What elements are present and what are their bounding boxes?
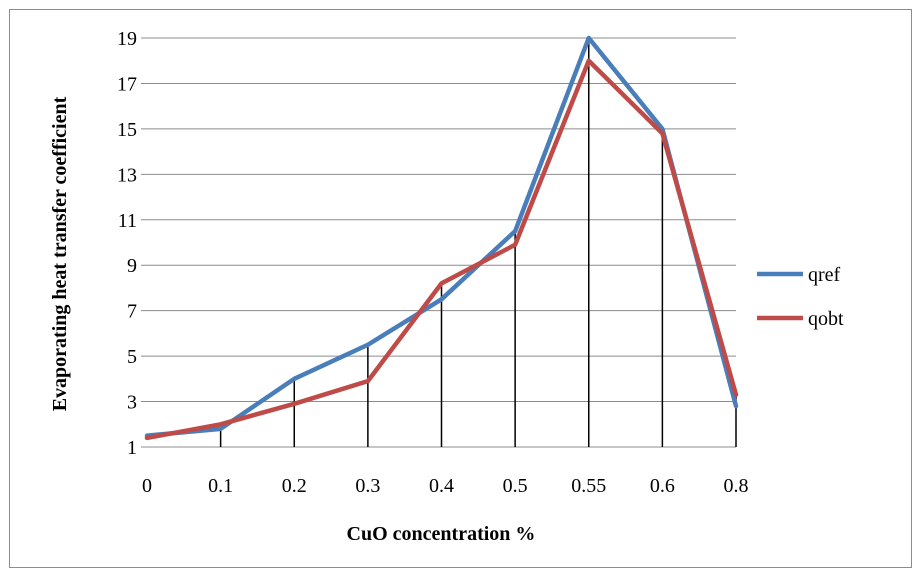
x-tick-label: 0.4 bbox=[429, 475, 454, 497]
y-axis-title: Evaporating heat transfer coefficient bbox=[49, 96, 71, 411]
x-tick-label: 0.6 bbox=[650, 475, 675, 497]
x-tick-labels: 0 0.1 0.2 0.3 0.4 0.5 0.55 0.6 0.8 bbox=[142, 475, 749, 497]
y-tick-label: 9 bbox=[127, 255, 137, 277]
chart-area bbox=[9, 9, 912, 568]
y-tick-label: 3 bbox=[127, 392, 137, 414]
y-tick-label: 5 bbox=[127, 346, 137, 368]
legend-label-qobt: qobt bbox=[808, 308, 844, 330]
y-tick-label: 7 bbox=[127, 301, 137, 323]
x-tick-label: 0 bbox=[142, 475, 152, 497]
x-axis-title: CuO concentration % bbox=[347, 523, 536, 545]
series-line-qref bbox=[144, 35, 739, 438]
drop-lines bbox=[219, 38, 737, 447]
y-tick-label: 15 bbox=[117, 119, 137, 141]
y-tick-label: 19 bbox=[117, 28, 137, 50]
series-lines bbox=[144, 35, 739, 441]
y-tick-label: 1 bbox=[127, 437, 137, 459]
x-tick-label: 0.8 bbox=[724, 475, 749, 497]
series-line-qobt bbox=[144, 58, 739, 441]
x-tick-label: 0.1 bbox=[208, 475, 233, 497]
x-tick-label: 0.2 bbox=[282, 475, 307, 497]
x-tick-label: 0.5 bbox=[503, 475, 528, 497]
gridlines bbox=[141, 37, 736, 448]
y-tick-label: 13 bbox=[117, 164, 137, 186]
legend: qref qobt bbox=[757, 264, 844, 330]
x-tick-label: 0.55 bbox=[571, 475, 606, 497]
y-tick-label: 17 bbox=[117, 73, 137, 95]
y-tick-label: 11 bbox=[118, 210, 137, 232]
x-tick-label: 0.3 bbox=[355, 475, 380, 497]
legend-label-qref: qref bbox=[808, 264, 841, 286]
